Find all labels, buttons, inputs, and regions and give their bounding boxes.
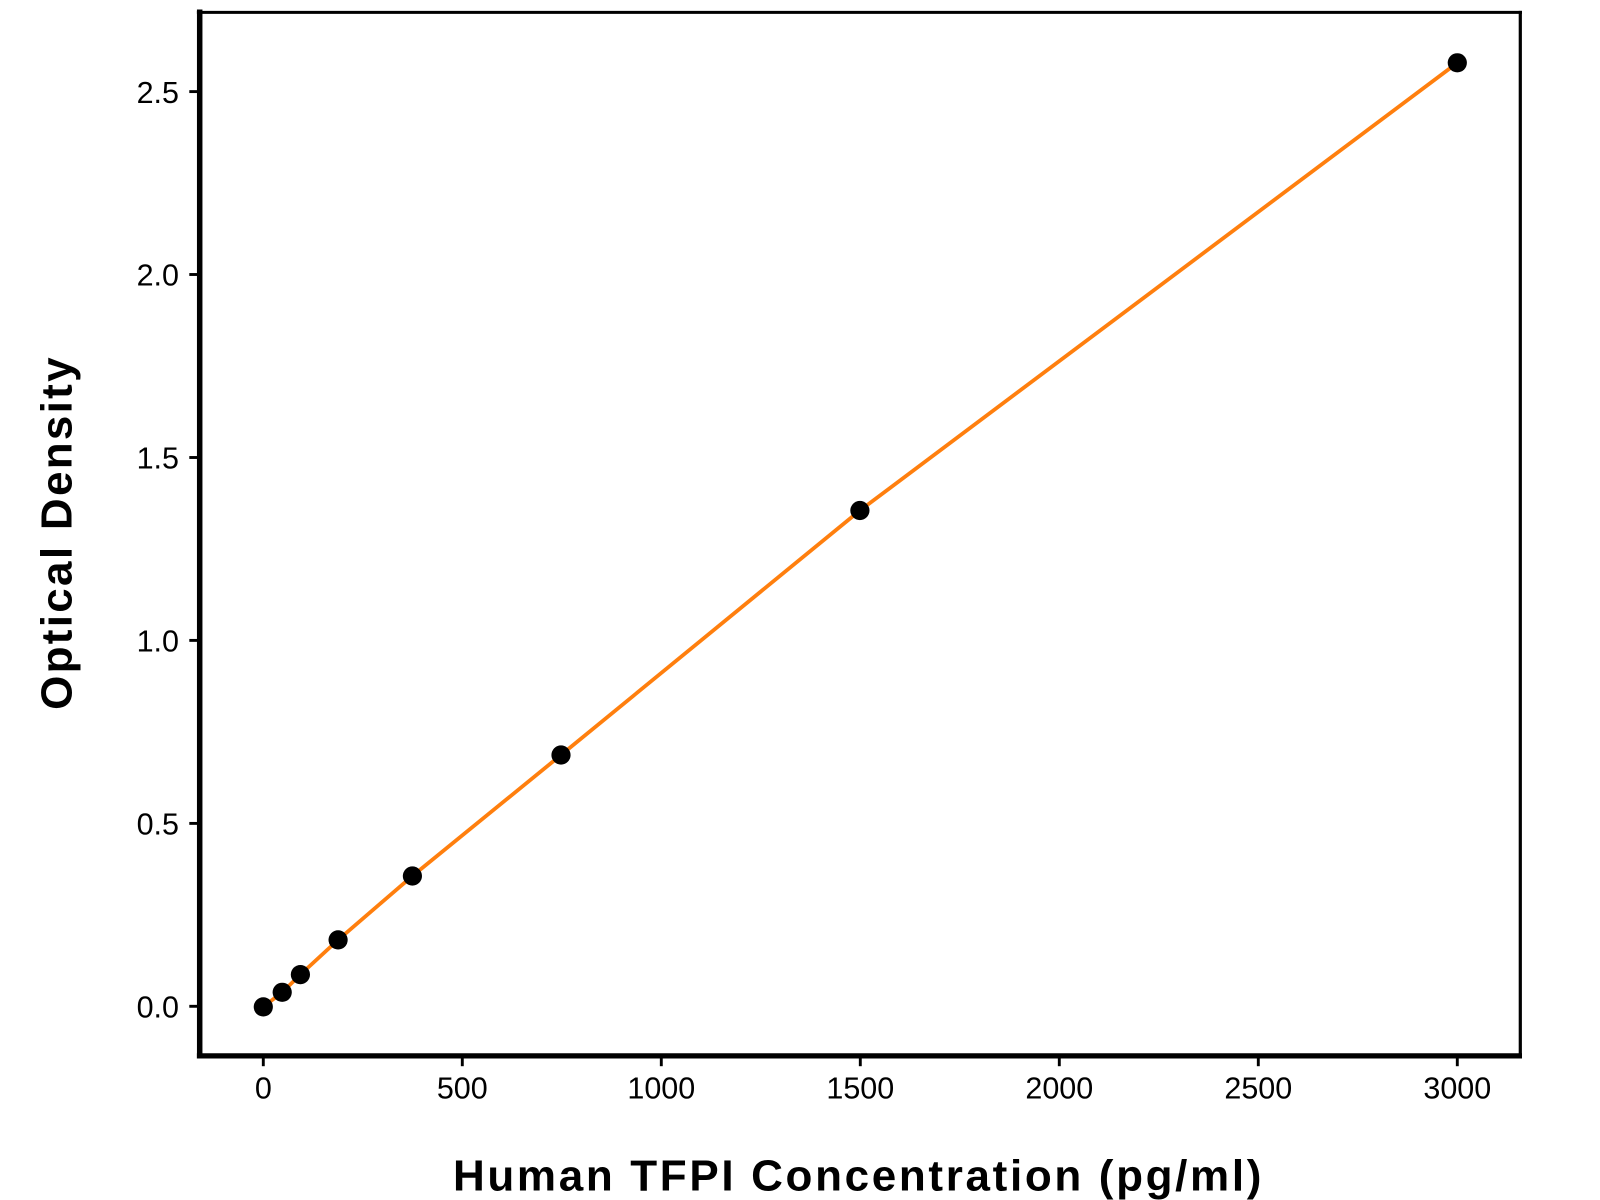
svg-text:1.5: 1.5 (137, 442, 179, 476)
svg-text:2000: 2000 (1025, 1071, 1093, 1105)
svg-text:2.0: 2.0 (137, 259, 179, 293)
svg-text:0.0: 0.0 (137, 991, 179, 1025)
svg-text:1500: 1500 (826, 1071, 894, 1105)
svg-text:1000: 1000 (627, 1071, 695, 1105)
svg-text:3000: 3000 (1423, 1071, 1491, 1105)
svg-text:1.0: 1.0 (137, 625, 179, 659)
svg-text:2500: 2500 (1224, 1071, 1292, 1105)
svg-text:500: 500 (437, 1071, 488, 1105)
svg-text:Human TFPI Concentration (pg/m: Human TFPI Concentration (pg/ml) (453, 1152, 1264, 1200)
svg-text:2.5: 2.5 (137, 76, 179, 110)
svg-text:0.5: 0.5 (137, 808, 179, 842)
svg-text:Optical Density: Optical Density (33, 355, 82, 710)
svg-text:0: 0 (255, 1071, 272, 1105)
